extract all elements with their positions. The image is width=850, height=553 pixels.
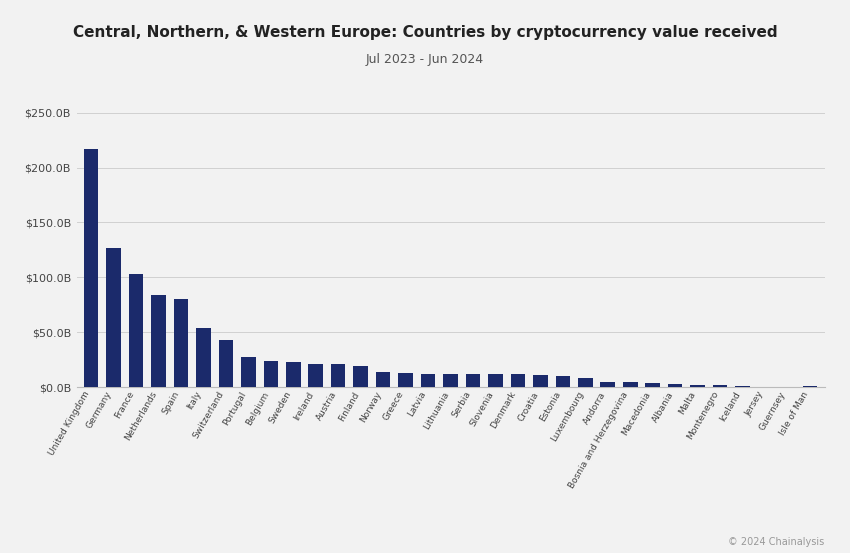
Bar — [264, 361, 278, 387]
Bar — [488, 374, 502, 387]
Bar — [802, 386, 817, 387]
Bar — [106, 248, 121, 387]
Text: © 2024 Chainalysis: © 2024 Chainalysis — [728, 538, 824, 547]
Bar — [578, 378, 592, 387]
Bar — [241, 357, 256, 387]
Bar — [533, 375, 547, 387]
Bar — [218, 340, 233, 387]
Bar — [421, 374, 435, 387]
Bar — [623, 382, 638, 387]
Bar — [376, 372, 390, 387]
Bar — [286, 362, 301, 387]
Bar — [331, 364, 345, 387]
Bar — [735, 386, 750, 387]
Bar — [128, 274, 144, 387]
Bar — [354, 366, 368, 387]
Bar — [399, 373, 413, 387]
Bar — [690, 385, 705, 387]
Text: Jul 2023 - Jun 2024: Jul 2023 - Jun 2024 — [366, 53, 484, 66]
Bar — [443, 374, 458, 387]
Text: Central, Northern, & Western Europe: Countries by cryptocurrency value received: Central, Northern, & Western Europe: Cou… — [73, 25, 777, 40]
Bar — [511, 374, 525, 387]
Bar — [556, 376, 570, 387]
Bar — [84, 149, 99, 387]
Bar — [151, 295, 166, 387]
Bar — [309, 364, 323, 387]
Bar — [466, 374, 480, 387]
Bar — [645, 383, 660, 387]
Bar — [713, 385, 728, 387]
Bar — [173, 299, 188, 387]
Bar — [196, 328, 211, 387]
Bar — [668, 384, 683, 387]
Bar — [600, 382, 615, 387]
